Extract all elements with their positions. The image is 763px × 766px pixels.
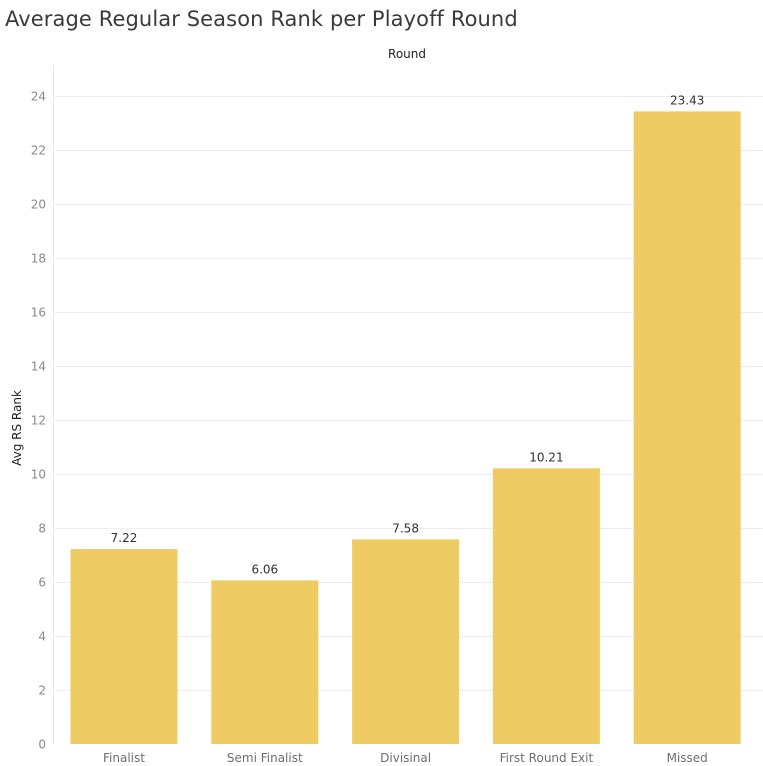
bar-value-label: 6.06 (251, 562, 278, 576)
y-tick-label: 6 (38, 576, 46, 590)
y-tick-label: 18 (31, 252, 46, 266)
chart-title: Average Regular Season Rank per Playoff … (5, 7, 518, 31)
y-tick-label: 2 (38, 684, 46, 698)
bar (211, 580, 319, 744)
y-tick-label: 0 (38, 738, 46, 752)
bar-value-label: 7.58 (392, 521, 419, 535)
y-tick-label: 4 (38, 630, 46, 644)
x-category-label: First Round Exit (500, 751, 594, 765)
y-tick-label: 24 (31, 90, 46, 104)
x-axis-categories: Finalist Semi Finalist Divisinal First Roun… (103, 751, 708, 765)
bar-value-label: 23.43 (670, 93, 704, 107)
bar (633, 111, 741, 744)
value-labels: 7.22 6.06 7.58 10.21 23.43 (111, 93, 705, 576)
y-tick-label: 20 (31, 198, 46, 212)
y-tick-label: 22 (31, 144, 46, 158)
x-axis-title: Round (388, 47, 426, 61)
bar-value-label: 10.21 (529, 450, 563, 464)
x-category-label: Semi Finalist (227, 751, 303, 765)
bar (492, 468, 600, 744)
y-tick-label: 8 (38, 522, 46, 536)
bar (352, 539, 460, 744)
y-tick-label: 14 (31, 360, 46, 374)
bar (70, 549, 178, 744)
y-tick-label: 16 (31, 306, 46, 320)
y-tick-label: 12 (31, 414, 46, 428)
bar-value-label: 7.22 (111, 531, 138, 545)
x-category-label: Missed (667, 751, 708, 765)
y-tick-label: 10 (31, 468, 46, 482)
bars (70, 111, 741, 744)
y-axis-title: Avg RS Rank (10, 390, 24, 466)
x-category-label: Finalist (103, 751, 145, 765)
x-category-label: Divisinal (380, 751, 431, 765)
